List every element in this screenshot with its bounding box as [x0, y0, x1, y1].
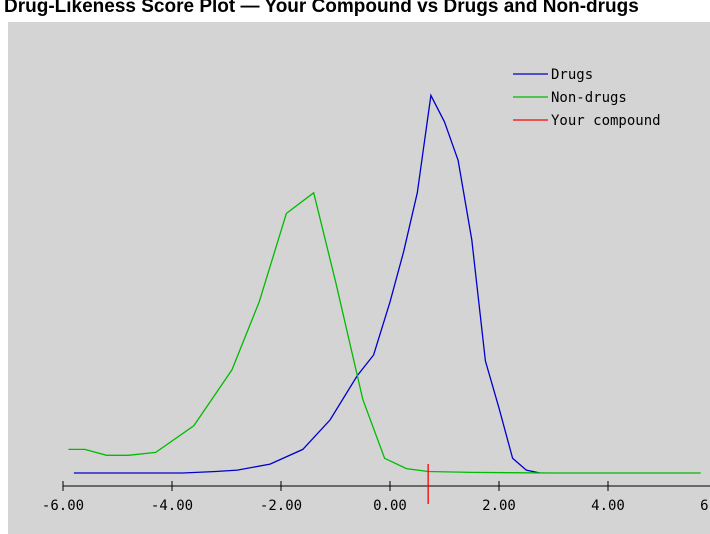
x-tick-label: -4.00 — [151, 498, 193, 514]
x-tick-label: -6.00 — [42, 498, 84, 514]
x-tick-label: 0.00 — [373, 498, 407, 514]
x-tick-label: 4.00 — [591, 498, 625, 514]
drug-likeness-chart: -6.00 -4.00 -2.00 0.00 2.00 4.00 6.00 Drugs Non-… — [42, 67, 710, 514]
x-tick-label: 6.00 — [700, 498, 710, 514]
legend-label: Drugs — [551, 67, 593, 83]
series-line-non-drugs — [68, 191, 701, 474]
x-tick-label: 2.00 — [482, 498, 516, 514]
legend-label: Non-drugs — [551, 90, 627, 106]
legend-label: Your compound — [551, 113, 661, 129]
x-tick-label: -2.00 — [260, 498, 302, 514]
figure-caption: Drug-Likeness Score Plot — Your Compound… — [4, 0, 639, 17]
plot-panel: -6.00 -4.00 -2.00 0.00 2.00 4.00 6.00 Drugs Non-… — [8, 22, 710, 534]
series-line-drugs — [73, 93, 541, 474]
